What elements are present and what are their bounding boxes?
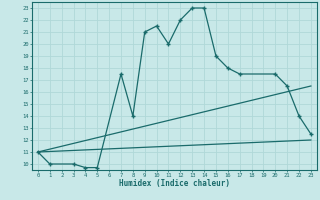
- X-axis label: Humidex (Indice chaleur): Humidex (Indice chaleur): [119, 179, 230, 188]
